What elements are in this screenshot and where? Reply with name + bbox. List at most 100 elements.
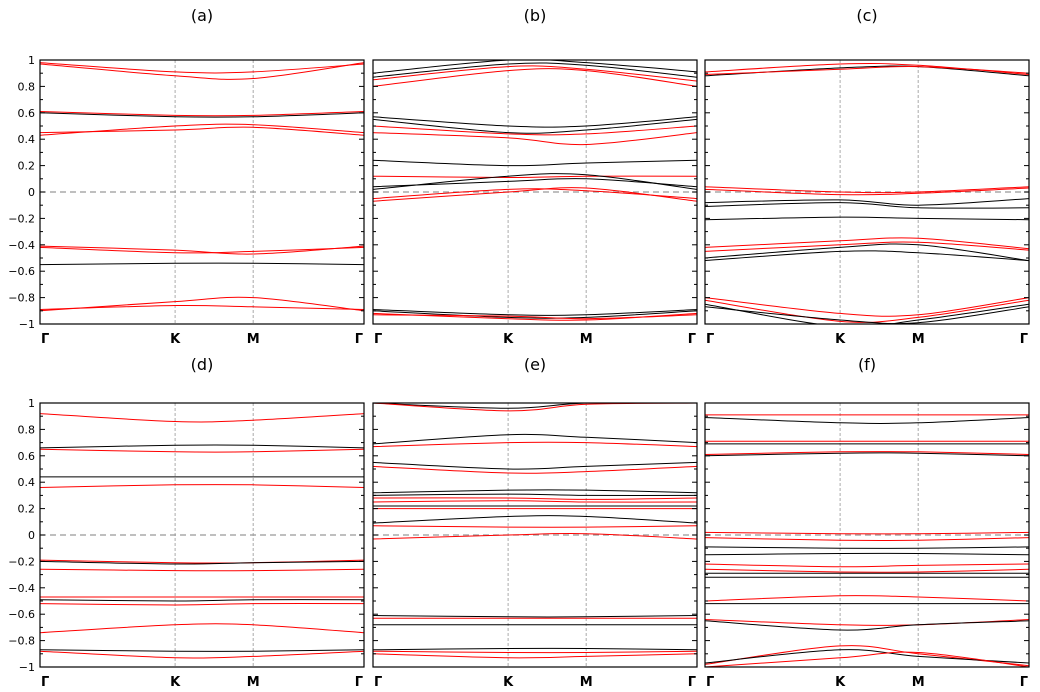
panel-e-band-8 [373,497,697,500]
panel-a-xtick-label-0: Γ [41,332,49,347]
panel-d-ytick-label-2: 0.6 [18,450,36,463]
panel-d-band-11 [40,623,364,634]
panel-c-band-15 [705,303,1029,324]
panel-d-band-2 [40,448,364,453]
panel-e-xtick-label-2: M [580,675,593,690]
panel-e-xtick-label-1: K [503,675,514,690]
panel-d-ytick-label-0: 1 [28,397,35,410]
panel-d-ytick-label-6: −0.2 [8,555,35,568]
panel-e-band-12 [373,515,697,524]
panel-f-band-8 [705,546,1029,549]
panel-e-band-2 [373,433,697,445]
panel-d-title: (d) [191,355,214,374]
panel-d-band-12 [40,649,364,652]
panel-e-band-13 [373,525,697,528]
panel-a-ytick-label-3: 0.4 [18,133,36,146]
panel-d-band-7 [40,568,364,572]
panel-f-xtick-label-3: Γ [1020,675,1028,690]
panel-a-ytick-label-9: −0.8 [8,292,35,305]
panel-c-band-13 [705,299,1029,323]
panel-a-ytick-label-7: −0.4 [8,239,35,252]
panel-d-ytick-label-4: 0.2 [18,503,36,516]
panel-d-band-1 [40,444,364,449]
panel-f-xtick-label-0: Γ [706,675,714,690]
panel-e-bands [373,403,697,659]
panel-b-xtick-label-3: Γ [688,332,696,347]
panel-b-band-1 [373,62,697,78]
panel-b-band-6 [373,125,697,136]
panel-a-xtick-label-1: K [170,332,181,347]
panel-e-band-9 [373,500,697,503]
panel-c-band-5 [705,198,1029,206]
panel-b-band-11 [373,178,697,188]
panel-e-band-3 [373,441,697,448]
panel-e-band-7 [373,493,697,496]
panel-b-band-7 [373,132,697,146]
panel-d-ytick-label-3: 0.4 [18,476,36,489]
panel-c-band-4 [705,187,1029,196]
panel-c-band-2 [705,65,1029,75]
panel-f-band-1 [705,417,1029,424]
panel-b-band-9 [373,175,697,179]
panel-d-band-0 [40,413,364,423]
panel-c-band-6 [705,202,1029,209]
panel-a-ytick-label-10: −1 [19,318,35,331]
panel-e-band-19 [373,647,697,651]
panel-d-band-5 [40,559,364,564]
panel-d-xtick-label-1: K [170,675,181,690]
panel-d-bands [40,413,364,659]
panel-c-band-3 [705,186,1029,194]
panel-f-band-5 [705,452,1029,457]
panel-a-band-9 [40,296,364,312]
panel-f-band-4 [705,451,1029,455]
panel-b-title: (b) [524,6,547,25]
panel-d-xtick-label-2: M [247,675,260,690]
panel-e-band-0 [373,403,697,409]
panel-e-band-18 [373,650,697,654]
panel-b: (b) Γ K M Γ [372,6,698,347]
panel-e-xtick-label-3: Γ [688,675,696,690]
panel-a-ytick-label-6: −0.2 [8,212,35,225]
panel-d-ytick-label-7: −0.4 [8,582,35,595]
panel-a: (a) 1 0.8 0.6 0.4 0.2 0 −0.2 −0.4 −0.6 −0.8 −1 Γ K M Γ [8,6,365,347]
panel-c-band-10 [705,243,1029,262]
panel-c-band-9 [705,241,1029,252]
panel-e-band-20 [373,653,697,659]
panel-b-band-13 [373,187,697,202]
panel-e-band-6 [373,489,697,494]
panel-b-xtick-label-1: K [503,332,514,347]
panel-d-band-9 [40,599,364,602]
panel-d-band-13 [40,650,364,659]
panel-e-band-15 [373,615,697,618]
panel-a-ytick-label-5: 0 [28,186,35,199]
panel-d-band-4 [40,484,364,488]
panel-b-band-4 [373,116,697,128]
panel-a-xtick-label-2: M [247,332,260,347]
panel-f-title: (f) [858,355,876,374]
panel-c-xtick-label-3: Γ [1020,332,1028,347]
panel-d-ytick-label-8: −0.6 [8,608,35,621]
panel-c-bands [705,62,1029,324]
panel-a-band-0 [40,62,364,80]
panel-d-xtick-label-3: Γ [355,675,363,690]
panel-f-band-6 [705,531,1029,535]
panel-d-ytick-label-10: −1 [19,661,35,674]
panel-b-band-5 [373,118,697,134]
panel-b-band-14 [373,309,697,316]
panel-d-xtick-label-0: Γ [41,675,49,690]
panel-a-title: (a) [191,6,213,25]
panel-b-bands [373,60,697,321]
panel-f-band-17 [705,620,1029,631]
panel-d: (d) 1 0.8 0.6 0.4 0.2 0 −0.2 −0.4 −0.6 −0.8 −1 Γ K M Γ [8,355,365,690]
panel-c-band-7 [705,216,1029,221]
panel-b-band-10 [373,173,697,190]
panel-a-band-10 [40,304,364,310]
panel-f-band-14 [705,595,1029,602]
panel-b-xtick-label-2: M [580,332,593,347]
panel-c-band-11 [705,250,1029,262]
panel-a-ytick-label-1: 0.8 [18,80,36,93]
panel-c-band-12 [705,297,1029,317]
panel-c-xtick-label-2: M [912,332,925,347]
panel-e-band-4 [373,461,697,470]
